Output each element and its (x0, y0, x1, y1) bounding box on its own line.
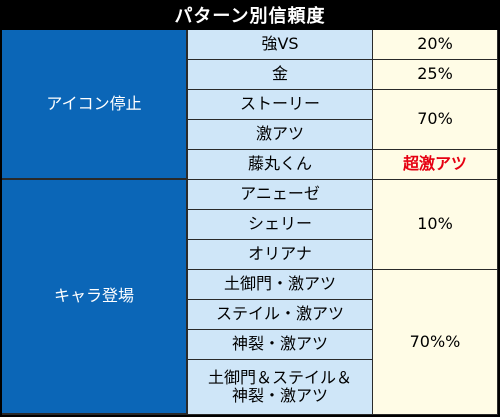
value-cell: 70%% (373, 270, 498, 415)
pattern-cell: 土御門＆ステイル＆神裂・激アツ (188, 360, 373, 415)
pattern-cell: オリアナ (188, 240, 373, 270)
category-chara-appear: キャラ登場 (2, 180, 188, 415)
table-title: パターン別信頼度 (0, 0, 500, 30)
pattern-cell: シェリー (188, 210, 373, 240)
category-icon-stop: アイコン停止 (2, 30, 188, 180)
reliability-table: アイコン停止 キャラ登場 強VS 金 ストーリー 激アツ 藤丸くん アニェーゼ … (2, 30, 498, 415)
pattern-cell: ステイル・激アツ (188, 300, 373, 330)
pattern-cell: 金 (188, 60, 373, 90)
pattern-cell: 藤丸くん (188, 150, 373, 180)
pattern-cell: ストーリー (188, 90, 373, 120)
pattern-cell: アニェーゼ (188, 180, 373, 210)
pattern-cell: 神裂・激アツ (188, 330, 373, 360)
value-cell: 25% (373, 60, 498, 90)
value-cell: 20% (373, 30, 498, 60)
value-cell: 10% (373, 180, 498, 270)
pattern-cell: 強VS (188, 30, 373, 60)
pattern-cell: 土御門・激アツ (188, 270, 373, 300)
value-cell: 70% (373, 90, 498, 150)
pattern-cell: 激アツ (188, 120, 373, 150)
value-cell-highlight: 超激アツ (373, 150, 498, 180)
